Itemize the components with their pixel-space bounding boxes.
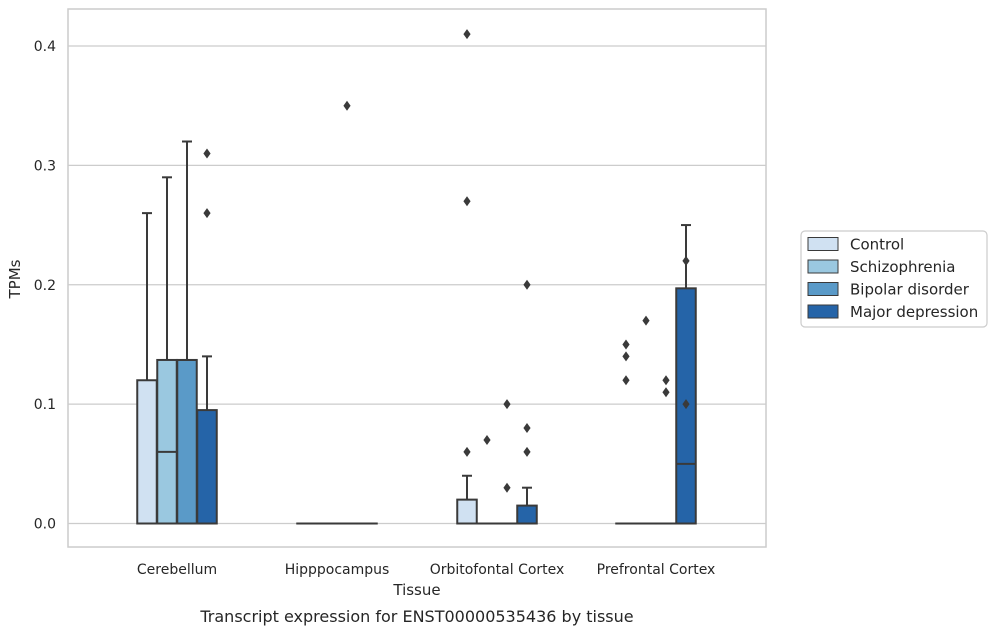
x-tick-label: Hipppocampus (285, 562, 390, 578)
box-iqr (176, 358, 198, 525)
box-plot-box (476, 434, 498, 525)
legend-item: Control (807, 236, 904, 254)
y-tick-label: 0.1 (34, 397, 56, 413)
x-tick-label: Orbitofontal Cortex (430, 562, 565, 578)
box-plot-box (516, 279, 538, 525)
x-axis-label: Tissue (392, 581, 440, 599)
box-plot-box (136, 212, 158, 525)
legend-item: Bipolar disorder (807, 281, 970, 299)
outlier-point (203, 148, 211, 159)
outlier-point (662, 387, 670, 398)
box-iqr (136, 379, 158, 525)
outlier-point (682, 255, 690, 266)
y-tick-label: 0.0 (34, 517, 56, 533)
box-plot-box (336, 100, 358, 525)
plot-frame (67, 8, 767, 548)
legend-item: Schizophrenia (807, 258, 955, 276)
box-plot-box (176, 140, 198, 525)
legend-label: Bipolar disorder (850, 281, 970, 299)
legend-label: Major depression (850, 303, 978, 321)
outlier-point (463, 29, 471, 40)
box-plot-box (196, 148, 218, 525)
y-axis-ticks: 0.0 0.1 0.2 0.3 0.4 (34, 39, 56, 533)
outlier-point (662, 375, 670, 386)
outlier-point (463, 446, 471, 457)
outlier-point (642, 315, 650, 326)
legend-swatch (807, 237, 839, 251)
chart-caption: Transcript expression for ENST0000053543… (199, 607, 633, 626)
outlier-point (682, 399, 690, 410)
box-iqr (196, 409, 218, 525)
y-tick-label: 0.4 (34, 39, 56, 55)
x-tick-label: Prefrontal Cortex (597, 562, 716, 578)
y-axis-label: TPMs (6, 259, 24, 299)
box-plot-box (655, 375, 677, 525)
outlier-point (483, 434, 491, 445)
x-tick-label: Cerebellum (137, 562, 217, 578)
box-plot-boxes (136, 29, 697, 525)
outlier-point (622, 351, 630, 362)
outlier-point (503, 482, 511, 493)
legend-swatch (807, 282, 839, 296)
legend-frame (800, 230, 988, 328)
box-iqr (456, 498, 478, 525)
outlier-point (622, 339, 630, 350)
outlier-point (343, 100, 351, 111)
outlier-point (523, 423, 531, 433)
x-axis-ticks: Cerebellum Hipppocampus Orbitofontal Corte… (137, 562, 715, 578)
outlier-point (523, 446, 531, 457)
box-plot-box (496, 399, 518, 525)
outlier-point (203, 208, 211, 219)
box-plot-box (675, 224, 697, 525)
legend-label: Control (850, 236, 904, 254)
box-plot-box (635, 315, 657, 525)
outlier-point (463, 196, 471, 207)
outlier-point (622, 375, 630, 386)
legend-swatch (807, 304, 839, 319)
outlier-point (523, 279, 531, 290)
legend-label: Schizophrenia (850, 258, 955, 276)
legend: Control Schizophrenia Bipolar disorder Majo… (800, 230, 988, 328)
box-iqr (156, 358, 178, 525)
box-plot-box (456, 29, 478, 525)
box-plot-box (615, 339, 637, 525)
box-iqr (516, 504, 538, 525)
box-plot-box (156, 176, 178, 525)
outlier-point (503, 399, 511, 410)
y-tick-label: 0.3 (34, 158, 56, 174)
y-tick-label: 0.2 (34, 278, 56, 294)
legend-item: Major depression (807, 303, 978, 321)
legend-swatch (807, 259, 839, 274)
